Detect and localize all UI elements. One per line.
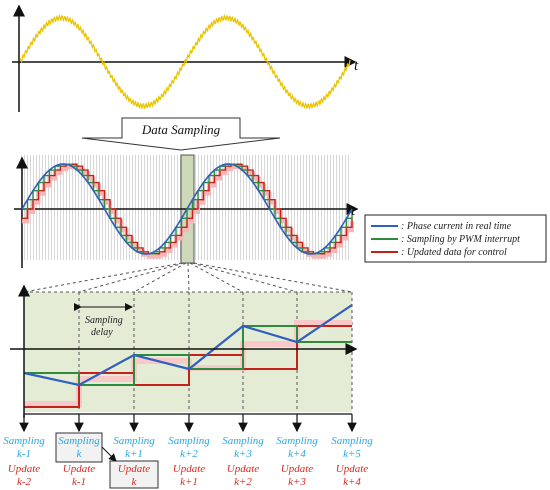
update-index-6: k+4 [343, 476, 361, 488]
update-label-5: Update [281, 463, 314, 475]
middle-axis-t-label: t [351, 203, 356, 219]
update-label-0: Update [8, 463, 41, 475]
real-time-current-line [23, 304, 353, 387]
legend-label-updated: : Updated data for control [401, 247, 507, 258]
highlight-update-k-box [109, 460, 159, 489]
data-sampling-label: Data Sampling [141, 122, 221, 137]
update-index-5: k+3 [288, 476, 306, 488]
data-sampling-arrow: Data Sampling [81, 117, 281, 151]
update-label-3: Update [173, 463, 206, 475]
update-label-1: Update [63, 463, 96, 475]
timeline: Sampling k-1 Sampling k Sampling k+1 Sam… [3, 414, 373, 489]
sampling-label-1: Sampling [58, 435, 100, 447]
sampling-label-6: Sampling [331, 435, 373, 447]
sampling-label-0: Sampling [3, 435, 45, 447]
sampling-line [24, 325, 352, 386]
top-sine-wave [19, 14, 351, 110]
update-index-0: k-2 [17, 476, 32, 488]
sampling-delay-label-line1: Sampling [85, 315, 123, 326]
update-label-6: Update [336, 463, 369, 475]
sampling-label-4: Sampling [222, 435, 264, 447]
bottom-panel: Sampling delay [10, 284, 358, 418]
sampling-label-5: Sampling [276, 435, 318, 447]
sampling-index-1: k [77, 448, 83, 460]
update-index-1: k-1 [72, 476, 86, 488]
sampling-index-4: k+3 [234, 448, 252, 460]
update-index-4: k+2 [234, 476, 252, 488]
middle-real-time-curve [21, 163, 353, 255]
sampling-label-2: Sampling [113, 435, 155, 447]
update-index-2: k [132, 476, 138, 488]
top-axis-t-label: t [354, 58, 359, 74]
sampling-index-5: k+4 [288, 448, 306, 460]
zoom-funnel-lines [23, 262, 353, 293]
top-panel: t [12, 4, 359, 112]
sampling-index-2: k+1 [125, 448, 143, 460]
legend: : Phase current in real time : Sampling … [364, 214, 547, 263]
sampling-index-6: k+5 [343, 448, 361, 460]
highlight-sampling-k-box [55, 432, 103, 463]
sampling-index-0: k-1 [17, 448, 31, 460]
sampling-to-update-connector [101, 446, 117, 462]
update-index-3: k+1 [180, 476, 198, 488]
middle-panel: t [14, 154, 359, 268]
update-label-4: Update [227, 463, 260, 475]
sampling-index-3: k+2 [180, 448, 198, 460]
sampling-delay-label-line2: delay [91, 327, 113, 338]
sampling-label-3: Sampling [168, 435, 210, 447]
legend-label-sampling: : Sampling by PWM interrupt [401, 234, 520, 245]
legend-label-real-time: : Phase current in real time [401, 221, 512, 232]
update-label-2: Update [118, 463, 151, 475]
bottom-background [24, 292, 352, 412]
